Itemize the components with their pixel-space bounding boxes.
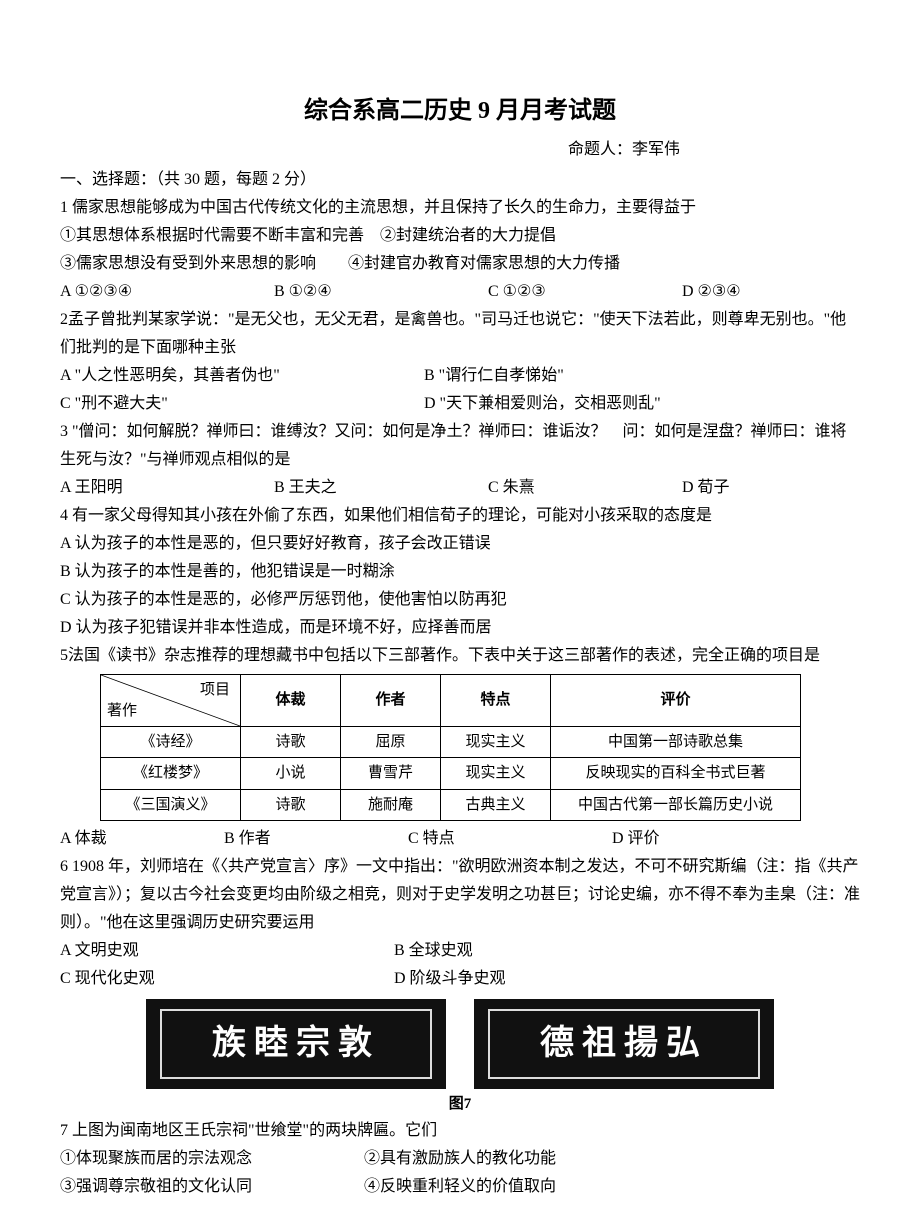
cell: 小说 [241,758,341,789]
q5-option-d: D 评价 [612,825,660,853]
cell: 中国古代第一部长篇历史小说 [551,789,801,820]
q5-option-c: C 特点 [408,825,608,853]
figure-caption: 图7 [60,1091,860,1117]
q6-option-a: A 文明史观 [60,937,390,965]
q2-option-a: A "人之性恶明矣，其善者伪也" [60,362,420,390]
q1-option-d: D ②③④ [682,278,741,306]
q5-table: 项目 著作 体裁 作者 特点 评价 《诗经》 诗歌 屈原 现实主义 中国第一部诗… [100,674,801,821]
table-row: 《三国演义》 诗歌 施耐庵 古典主义 中国古代第一部长篇历史小说 [101,789,801,820]
q3-option-c: C 朱熹 [488,474,678,502]
q4-option-d: D 认为孩子犯错误并非本性造成，而是环境不好，应择善而居 [60,614,860,642]
q7-statement-2: ②具有激励族人的教化功能 [364,1145,556,1173]
q6-options-row-1: A 文明史观 B 全球史观 [60,937,860,965]
q3-option-d: D 荀子 [682,474,730,502]
q5-options: A 体裁 B 作者 C 特点 D 评价 [60,825,860,853]
diag-upper-label: 项目 [200,677,230,703]
q3-option-b: B 王夫之 [274,474,484,502]
cell: 古典主义 [441,789,551,820]
q6-option-c: C 现代化史观 [60,965,390,993]
q5-option-b: B 作者 [224,825,404,853]
q1-option-a: A ①②③④ [60,278,270,306]
plaque-left: 族睦宗敦 [146,999,446,1089]
diag-lower-label: 著作 [107,698,137,724]
q3-options: A 王阳明 B 王夫之 C 朱熹 D 荀子 [60,474,860,502]
q2-options-row-1: A "人之性恶明矣，其善者伪也" B "谓行仁自孝悌始" [60,362,860,390]
table-header-row: 项目 著作 体裁 作者 特点 评价 [101,675,801,727]
col-4: 评价 [551,675,801,727]
q4-option-b: B 认为孩子的本性是善的，他犯错误是一时糊涂 [60,558,860,586]
exam-title: 综合系高二历史 9 月月考试题 [60,90,860,132]
q5-stem: 5法国《读书》杂志推荐的理想藏书中包括以下三部著作。下表中关于这三部著作的表述，… [60,642,860,670]
q6-stem: 6 1908 年，刘师培在《〈共产党宣言〉序》一文中指出："欲明欧洲资本制之发达… [60,853,860,937]
q2-stem: 2孟子曾批判某家学说："是无父也，无父无君，是禽兽也。"司马迁也说它："使天下法… [60,306,860,362]
plaque-figure: 族睦宗敦 德祖揚弘 [60,999,860,1089]
q6-options-row-2: C 现代化史观 D 阶级斗争史观 [60,965,860,993]
q1-statement-1: ①其思想体系根据时代需要不断丰富和完善 ②封建统治者的大力提倡 [60,222,860,250]
q3-stem: 3 "僧问：如何解脱？禅师曰：谁缚汝？又问：如何是净土？禅师曰：谁诟汝？ 问：如… [60,418,860,474]
q4-stem: 4 有一家父母得知其小孩在外偷了东西，如果他们相信荀子的理论，可能对小孩采取的态… [60,502,860,530]
q7-statements-row-1: ①体现聚族而居的宗法观念 ②具有激励族人的教化功能 [60,1145,860,1173]
q1-statement-2: ③儒家思想没有受到外来思想的影响 ④封建官办教育对儒家思想的大力传播 [60,250,860,278]
table-row: 《红楼梦》 小说 曹雪芹 现实主义 反映现实的百科全书式巨著 [101,758,801,789]
col-2: 作者 [341,675,441,727]
q1-option-c: C ①②③ [488,278,678,306]
plaque-left-text: 族睦宗敦 [212,1014,380,1074]
q3-option-a: A 王阳明 [60,474,270,502]
col-1: 体裁 [241,675,341,727]
q7-statement-3: ③强调尊宗敬祖的文化认同 [60,1173,360,1201]
cell: 反映现实的百科全书式巨著 [551,758,801,789]
q2-option-c: C "刑不避大夫" [60,390,420,418]
q4-option-c: C 认为孩子的本性是恶的，必修严厉惩罚他，使他害怕以防再犯 [60,586,860,614]
col-3: 特点 [441,675,551,727]
section-1-header: 一、选择题：（共 30 题，每题 2 分） [60,166,860,194]
cell: 现实主义 [441,758,551,789]
cell: 《红楼梦》 [101,758,241,789]
q2-options-row-2: C "刑不避大夫" D "天下兼相爱则治，交相恶则乱" [60,390,860,418]
cell: 诗歌 [241,789,341,820]
table-row: 《诗经》 诗歌 屈原 现实主义 中国第一部诗歌总集 [101,727,801,758]
q2-option-b: B "谓行仁自孝悌始" [424,362,564,390]
cell: 《诗经》 [101,727,241,758]
cell: 诗歌 [241,727,341,758]
q7-stem: 7 上图为闽南地区王氏宗祠"世飨堂"的两块牌匾。它们 [60,1117,860,1145]
q7-statement-1: ①体现聚族而居的宗法观念 [60,1145,360,1173]
table-diag-cell: 项目 著作 [101,675,241,727]
plaque-right: 德祖揚弘 [474,999,774,1089]
q6-option-d: D 阶级斗争史观 [394,965,506,993]
q2-option-d: D "天下兼相爱则治，交相恶则乱" [424,390,661,418]
cell: 屈原 [341,727,441,758]
cell: 中国第一部诗歌总集 [551,727,801,758]
author-line: 命题人：李军伟 [60,136,860,164]
cell: 现实主义 [441,727,551,758]
q1-stem: 1 儒家思想能够成为中国古代传统文化的主流思想，并且保持了长久的生命力，主要得益… [60,194,860,222]
q1-options: A ①②③④ B ①②④ C ①②③ D ②③④ [60,278,860,306]
cell: 《三国演义》 [101,789,241,820]
cell: 曹雪芹 [341,758,441,789]
q6-option-b: B 全球史观 [394,937,473,965]
q1-option-b: B ①②④ [274,278,484,306]
q4-option-a: A 认为孩子的本性是恶的，但只要好好教育，孩子会改正错误 [60,530,860,558]
plaque-right-text: 德祖揚弘 [540,1014,708,1074]
q7-statements-row-2: ③强调尊宗敬祖的文化认同 ④反映重利轻义的价值取向 [60,1173,860,1201]
cell: 施耐庵 [341,789,441,820]
q7-statement-4: ④反映重利轻义的价值取向 [364,1173,556,1201]
q5-option-a: A 体裁 [60,825,220,853]
